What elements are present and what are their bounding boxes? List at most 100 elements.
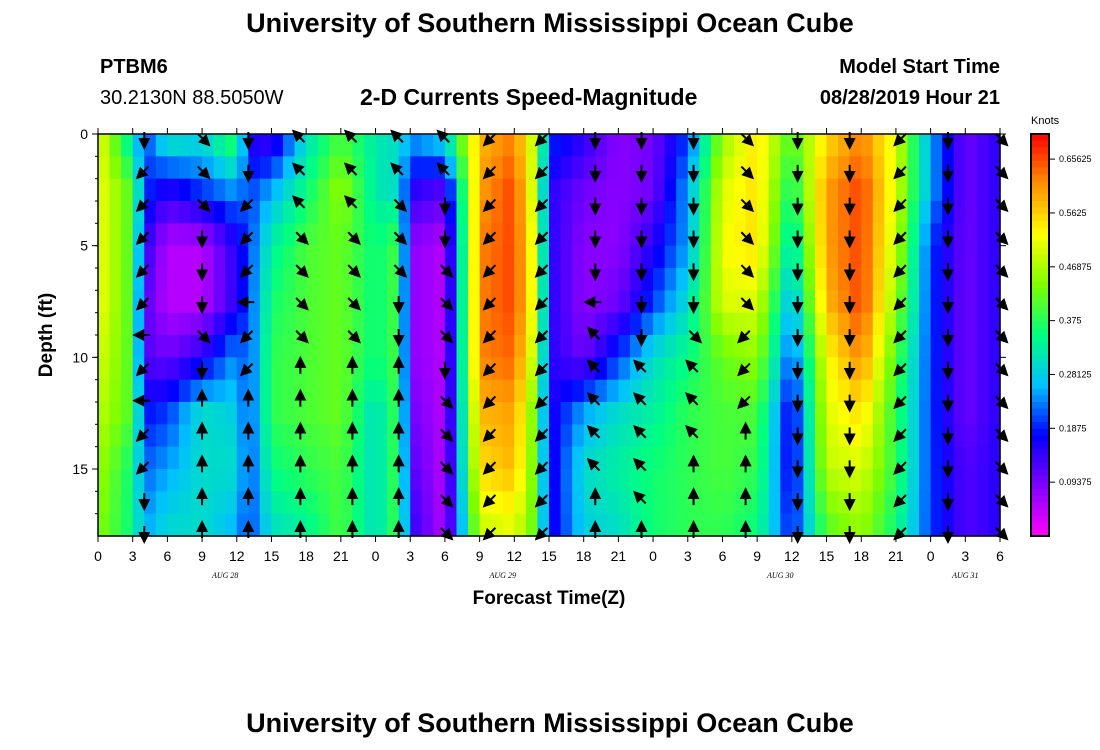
- heatmap-cell: [329, 357, 342, 381]
- heatmap-cell: [907, 268, 920, 291]
- heatmap-cell: [444, 357, 458, 381]
- heatmap-cell: [838, 201, 851, 224]
- heatmap-cell: [734, 424, 747, 448]
- heatmap-cell: [734, 379, 747, 403]
- heatmap-cell: [722, 402, 735, 425]
- heatmap-cell: [167, 245, 180, 269]
- colorbar-cell: [1031, 147, 1049, 155]
- heatmap-cell: [826, 469, 839, 492]
- heatmap-cell: [791, 178, 805, 202]
- heatmap-cell: [155, 402, 168, 425]
- current-vector: [439, 297, 454, 311]
- heatmap-cell: [202, 335, 215, 358]
- heatmap-cell: [525, 513, 539, 537]
- heatmap-cell: [838, 290, 851, 314]
- heatmap-cell: [433, 335, 446, 358]
- heatmap-cell: [306, 402, 319, 425]
- heatmap-cell: [664, 335, 677, 358]
- heatmap-cell: [791, 245, 805, 269]
- heatmap-cell: [734, 156, 747, 180]
- heatmap-cell: [595, 446, 608, 470]
- current-vector: [995, 133, 1009, 147]
- heatmap-cell: [965, 134, 978, 157]
- heatmap-cell: [317, 156, 330, 180]
- heatmap-cell: [549, 134, 562, 157]
- heatmap-cell: [919, 491, 932, 515]
- heatmap-cell: [109, 424, 122, 448]
- heatmap-cell: [375, 290, 388, 314]
- heatmap-cell: [838, 513, 851, 537]
- current-vector: [685, 359, 699, 373]
- x-tick-label: 15: [541, 548, 557, 564]
- heatmap-cell: [248, 268, 261, 291]
- heatmap-cell: [687, 379, 700, 403]
- heatmap-cell: [930, 402, 943, 425]
- heatmap-cell: [236, 379, 249, 403]
- heatmap-cell: [213, 491, 226, 515]
- heatmap-cell: [930, 156, 943, 180]
- heatmap-cell: [768, 312, 781, 336]
- heatmap-cell: [768, 223, 781, 247]
- heatmap-cell: [202, 402, 215, 425]
- heatmap-cell: [907, 446, 920, 470]
- heatmap-cell: [849, 223, 862, 247]
- heatmap-cell: [433, 156, 446, 180]
- heatmap-cell: [907, 491, 920, 515]
- heatmap-cell: [202, 290, 215, 314]
- heatmap-cell: [398, 491, 411, 515]
- current-vector: [291, 129, 306, 143]
- heatmap-cell: [664, 402, 677, 425]
- heatmap-cell: [583, 402, 596, 425]
- heatmap-cell: [895, 268, 909, 291]
- heatmap-cell: [629, 178, 643, 202]
- heatmap-cell: [375, 379, 388, 403]
- heatmap-cell: [687, 245, 700, 269]
- heatmap-cell: [468, 268, 481, 291]
- colorbar-cell: [1031, 502, 1049, 510]
- heatmap-cell: [271, 424, 284, 448]
- heatmap-cell: [606, 379, 619, 403]
- heatmap-cell: [109, 156, 122, 180]
- heatmap-cell: [271, 134, 284, 157]
- current-vector: [482, 133, 497, 147]
- heatmap-cell: [930, 178, 943, 202]
- current-vector: [893, 494, 907, 508]
- heatmap-cell: [155, 446, 168, 470]
- heatmap-cell: [572, 491, 585, 515]
- heatmap-cell: [976, 178, 990, 202]
- heatmap-cell: [271, 446, 284, 470]
- heatmap-cell: [595, 156, 608, 180]
- heatmap-cell: [676, 134, 689, 157]
- colorbar-cell: [1031, 529, 1049, 537]
- heatmap-cell: [225, 513, 238, 537]
- heatmap-cell: [121, 178, 134, 202]
- heatmap-cell: [155, 424, 168, 448]
- heatmap-cell: [942, 312, 955, 336]
- heatmap-cell: [791, 446, 805, 470]
- heatmap-cell: [838, 156, 851, 180]
- colorbar-cell: [1031, 201, 1049, 209]
- heatmap-cell: [884, 335, 897, 358]
- heatmap-cell: [410, 268, 423, 291]
- heatmap-cell: [98, 268, 111, 291]
- heatmap-cell: [803, 156, 816, 180]
- heatmap-cell: [560, 268, 573, 291]
- footer-title: University of Southern Mississippi Ocean…: [246, 708, 854, 738]
- colorbar-cell: [1031, 435, 1049, 443]
- heatmap-cell: [225, 379, 238, 403]
- heatmap-cell: [791, 513, 805, 537]
- heatmap-cell: [259, 201, 273, 224]
- heatmap-cell: [178, 178, 192, 202]
- heatmap-cell: [699, 312, 712, 336]
- heatmap-cell: [895, 513, 909, 537]
- heatmap-cell: [988, 201, 1001, 224]
- heatmap-cell: [329, 469, 342, 492]
- heatmap-cell: [387, 446, 400, 470]
- heatmap-cell: [780, 268, 793, 291]
- heatmap-cell: [710, 491, 724, 515]
- current-vector: [995, 527, 1009, 541]
- heatmap-cell: [410, 245, 423, 269]
- heatmap-cell: [155, 268, 168, 291]
- heatmap-cell: [167, 223, 180, 247]
- heatmap-cell: [872, 491, 885, 515]
